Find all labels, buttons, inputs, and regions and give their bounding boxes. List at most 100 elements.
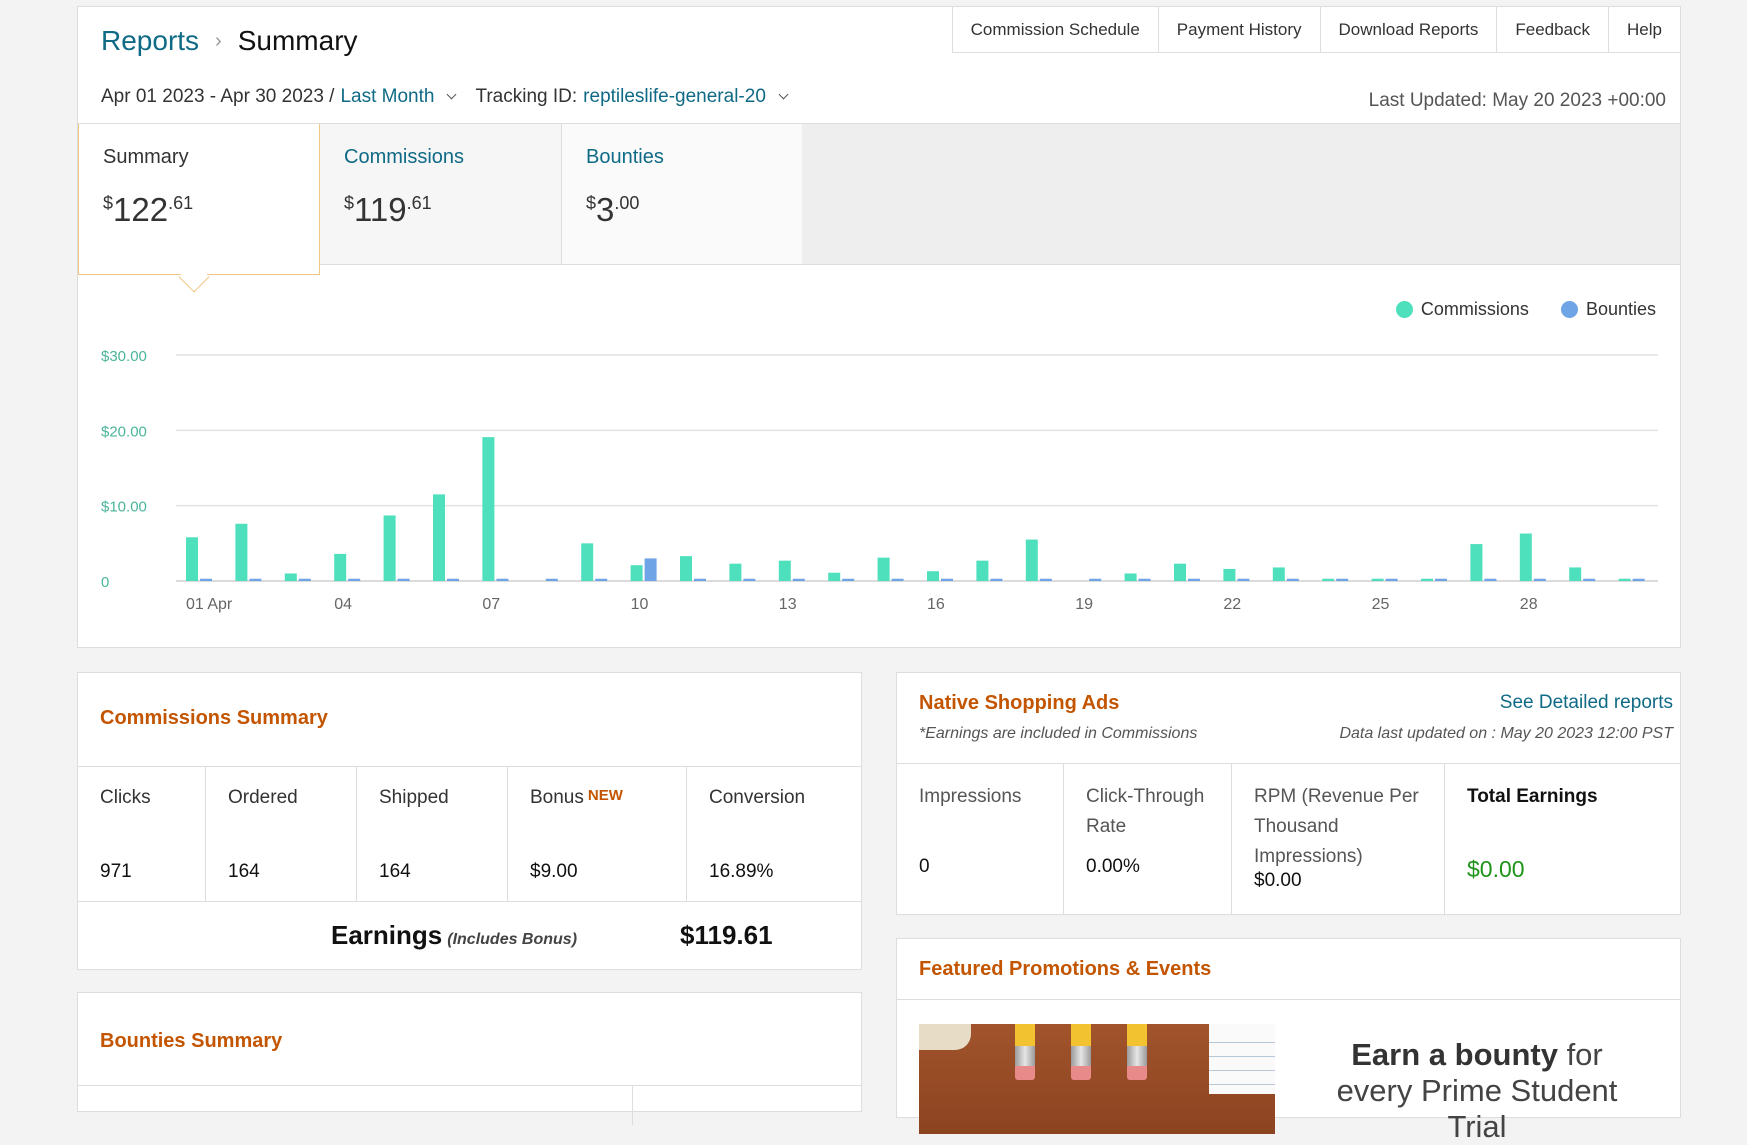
featured-promotions-card: Featured Promotions & Events Earn a boun… [896, 938, 1681, 1144]
pencil-icon [1015, 1024, 1035, 1080]
date-range: Apr 01 2023 - Apr 30 2023 / [101, 86, 335, 107]
payment-history-link[interactable]: Payment History [1159, 7, 1321, 52]
bar-bounties [298, 578, 311, 581]
cell-header: Conversion [709, 787, 806, 808]
cell-value: 971 [100, 861, 132, 882]
amount-cents: .61 [168, 193, 194, 213]
feedback-link[interactable]: Feedback [1497, 7, 1610, 52]
tab-commissions[interactable]: Commissions $ 119 .61 [320, 124, 562, 264]
data-last-updated: Data last updated on : May 20 2023 12:00… [1339, 725, 1673, 742]
bar-commissions [630, 565, 643, 581]
bar-bounties [1632, 578, 1645, 581]
download-reports-link[interactable]: Download Reports [1321, 7, 1498, 52]
cell-value: 164 [228, 861, 260, 882]
earnings-label: Earnings (Includes Bonus) [331, 920, 577, 951]
bar-commissions [235, 523, 248, 581]
bar-bounties [792, 578, 805, 581]
commissions-summary-card: Commissions Summary Clicks 971 Ordered 1… [77, 672, 862, 970]
tab-label: Commissions [344, 146, 465, 168]
last-updated: Last Updated: May 20 2023 +00:00 [1368, 90, 1666, 111]
x-tick-label: 10 [631, 596, 649, 613]
bar-bounties [545, 578, 558, 581]
cell-header: Click-Through Rate [1086, 786, 1205, 837]
promo-headline[interactable]: Earn a bounty for every Prime Student Tr… [1312, 1037, 1642, 1145]
top-links: Commission Schedule Payment History Down… [951, 7, 1680, 53]
promo-image[interactable] [919, 1024, 1275, 1134]
bar-bounties [1089, 578, 1102, 581]
ordered-cell: Ordered 164 [206, 767, 357, 901]
bar-bounties [1237, 578, 1250, 581]
chevron-down-icon[interactable] [778, 89, 789, 100]
native-shopping-ads-card: Native Shopping Ads *Earnings are includ… [896, 672, 1681, 915]
bar-bounties [1435, 578, 1447, 581]
tab-summary[interactable]: Summary $ 122 .61 [78, 124, 320, 275]
bar-commissions [1272, 567, 1285, 581]
commission-schedule-link[interactable]: Commission Schedule [953, 7, 1159, 52]
bar-bounties [1385, 578, 1398, 581]
legend-dot-bounties-icon [1560, 301, 1578, 318]
earnings-bar-chart: 0 $10.00 $20.00 $30.00 01 Apr 04 07 10 13 16 19 22 2… [101, 348, 1658, 613]
bar-bounties [1336, 578, 1349, 581]
bar-commissions [1124, 573, 1137, 581]
bar-bounties [1039, 578, 1052, 581]
tab-label: Summary [103, 146, 189, 168]
bar-commissions [1371, 578, 1384, 581]
amount-whole: 3 [596, 191, 615, 228]
amount-whole: 122 [113, 191, 169, 228]
cell-value: 0.00% [1086, 856, 1140, 877]
bar-commissions [976, 560, 989, 581]
bar-commissions [1470, 544, 1483, 581]
promotions-title: Featured Promotions & Events [919, 958, 1212, 980]
tab-bounties[interactable]: Bounties $ 3 .00 [562, 124, 802, 264]
cell-header: RPM (Revenue Per Thousand Impressions) [1254, 786, 1419, 867]
breadcrumb-reports-link[interactable]: Reports [101, 25, 200, 56]
cell-header: Impressions [919, 786, 1022, 807]
x-tick-label: 01 Apr [186, 596, 233, 613]
bar-bounties [644, 558, 657, 581]
x-tick-label: 28 [1520, 596, 1538, 613]
tab-label: Bounties [586, 146, 664, 168]
bar-commissions [680, 556, 692, 581]
x-tick-label: 04 [334, 596, 352, 613]
help-link[interactable]: Help [1627, 20, 1662, 39]
y-tick-label: $20.00 [101, 423, 147, 440]
y-tick-label: $30.00 [101, 348, 147, 365]
amount-cents: .61 [406, 193, 432, 213]
x-tick-label: 07 [482, 596, 500, 613]
native-ads-grid: Impressions 0 Click-Through Rate 0.00% R… [897, 763, 1680, 915]
pencil-icon [1071, 1024, 1091, 1080]
bar-commissions [284, 573, 297, 581]
bar-bounties [249, 578, 262, 581]
bar-bounties [990, 578, 1003, 581]
cell-header: Bonus NEW [530, 787, 664, 809]
period-dropdown[interactable]: Last Month [340, 86, 435, 107]
cell-value: 16.89% [709, 861, 774, 882]
cell-value: 0 [919, 856, 930, 877]
cell-value: 164 [379, 861, 411, 882]
bar-bounties [1583, 578, 1596, 581]
legend-commissions[interactable]: Commissions [1395, 299, 1529, 320]
chevron-down-icon[interactable] [447, 89, 457, 100]
y-tick-label: 0 [101, 574, 109, 591]
ctr-cell: Click-Through Rate 0.00% [1064, 764, 1232, 915]
pencil-icon [1127, 1024, 1147, 1080]
amount-cents: .00 [614, 193, 640, 213]
summary-report-card: Reports › Summary Commission Schedule Pa… [77, 6, 1681, 648]
x-tick-label: 19 [1075, 596, 1093, 613]
see-detailed-reports-link[interactable]: See Detailed reports [1499, 692, 1673, 713]
earnings-subtitle: (Includes Bonus) [447, 931, 578, 948]
bar-bounties [200, 578, 212, 581]
tab-amount: $ 122 .61 [103, 191, 295, 229]
cell-header: Shipped [379, 787, 449, 808]
divider [78, 1085, 861, 1086]
bar-commissions [482, 437, 495, 581]
bonus-cell: Bonus NEW $9.00 [508, 767, 687, 901]
tracking-id-dropdown[interactable]: reptileslife-general-20 [583, 86, 766, 107]
folder-graphic [919, 1024, 971, 1050]
legend-bounties[interactable]: Bounties [1560, 299, 1656, 320]
new-badge: NEW [587, 787, 623, 804]
bar-bounties [496, 578, 509, 581]
bonus-header: Bonus [530, 787, 584, 808]
bar-bounties [447, 578, 459, 581]
breadcrumb-separator-icon: › [215, 29, 222, 52]
